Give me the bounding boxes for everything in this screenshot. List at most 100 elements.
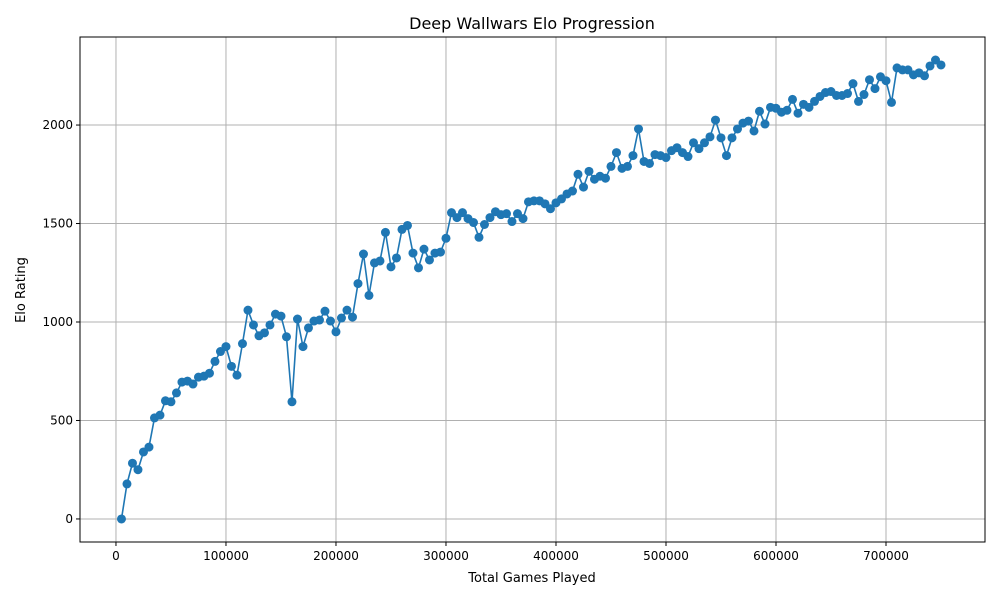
data-point xyxy=(743,116,753,126)
data-point xyxy=(683,152,693,162)
data-point xyxy=(419,244,429,254)
data-point xyxy=(248,320,258,330)
data-point xyxy=(375,256,385,266)
data-point xyxy=(936,60,946,70)
data-point xyxy=(166,397,176,407)
data-point xyxy=(358,249,368,259)
plot-frame xyxy=(79,36,986,543)
data-point xyxy=(710,115,720,125)
data-point xyxy=(424,255,434,265)
data-point xyxy=(732,124,742,134)
data-point xyxy=(633,124,643,134)
data-point xyxy=(760,119,770,129)
data-point xyxy=(919,71,929,81)
data-point xyxy=(721,151,731,161)
data-point xyxy=(314,315,324,325)
data-point xyxy=(276,311,286,321)
data-point xyxy=(507,217,517,227)
data-point xyxy=(479,220,489,230)
data-point xyxy=(578,182,588,192)
data-point xyxy=(221,342,231,352)
y-tick-label: 1000 xyxy=(42,315,73,329)
data-point xyxy=(716,133,726,143)
x-tick-label: 0 xyxy=(112,549,120,563)
data-point xyxy=(545,204,555,214)
data-point xyxy=(688,138,698,148)
data-point xyxy=(133,465,143,475)
x-tick-label: 500000 xyxy=(643,549,689,563)
data-point xyxy=(573,169,583,179)
data-point xyxy=(870,84,880,94)
x-tick-label: 300000 xyxy=(423,549,469,563)
y-tick-label: 0 xyxy=(65,512,73,526)
data-point xyxy=(584,166,594,176)
data-point xyxy=(881,76,891,86)
data-point xyxy=(391,253,401,263)
data-point xyxy=(501,209,511,219)
data-point xyxy=(804,102,814,112)
y-tick-label: 1500 xyxy=(42,217,73,231)
data-point xyxy=(853,96,863,106)
data-point xyxy=(298,342,308,352)
data-point xyxy=(782,105,792,115)
data-point xyxy=(611,148,621,158)
data-point xyxy=(567,186,577,196)
data-point xyxy=(144,442,154,452)
data-point xyxy=(325,316,335,326)
data-point xyxy=(320,306,330,316)
data-point xyxy=(457,208,467,218)
data-point xyxy=(518,214,528,224)
x-axis-label: Total Games Played xyxy=(467,571,595,586)
data-point xyxy=(347,312,357,322)
data-point xyxy=(232,370,242,380)
data-point xyxy=(237,339,247,349)
data-point xyxy=(292,314,302,324)
data-point xyxy=(644,158,654,168)
x-tick-label: 100000 xyxy=(203,549,249,563)
data-point xyxy=(127,458,137,468)
data-point xyxy=(628,151,638,161)
data-point xyxy=(474,232,484,242)
data-point xyxy=(210,356,220,366)
data-point xyxy=(606,161,616,171)
data-point xyxy=(171,388,181,398)
data-point xyxy=(331,327,341,337)
data-point xyxy=(435,247,445,257)
data-point xyxy=(226,361,236,371)
data-point xyxy=(793,108,803,118)
data-point xyxy=(886,97,896,107)
data-point xyxy=(413,263,423,273)
y-tick-label: 2000 xyxy=(42,118,73,132)
x-tick-label: 600000 xyxy=(753,549,799,563)
data-point xyxy=(754,106,764,116)
data-point xyxy=(116,514,126,524)
data-point xyxy=(122,479,132,489)
data-point xyxy=(303,323,313,333)
x-tick-label: 400000 xyxy=(533,549,579,563)
data-point xyxy=(155,410,165,420)
data-point xyxy=(386,262,396,272)
data-point xyxy=(342,305,352,315)
data-point xyxy=(622,161,632,171)
data-point xyxy=(864,75,874,85)
data-point xyxy=(699,138,709,148)
data-point xyxy=(925,61,935,71)
x-tick-label: 700000 xyxy=(863,549,909,563)
data-point xyxy=(485,213,495,223)
data-point xyxy=(287,397,297,407)
data-point xyxy=(749,126,759,136)
data-point xyxy=(259,328,269,338)
data-point xyxy=(705,132,715,142)
data-point xyxy=(364,290,374,300)
data-point xyxy=(188,379,198,389)
data-point xyxy=(380,227,390,237)
chart-title: Deep Wallwars Elo Progression xyxy=(409,14,655,33)
y-tick-label: 500 xyxy=(50,413,73,427)
data-point xyxy=(265,320,275,330)
data-point xyxy=(468,218,478,228)
data-point xyxy=(204,368,214,378)
x-tick-label: 200000 xyxy=(313,549,359,563)
data-point xyxy=(727,133,737,143)
